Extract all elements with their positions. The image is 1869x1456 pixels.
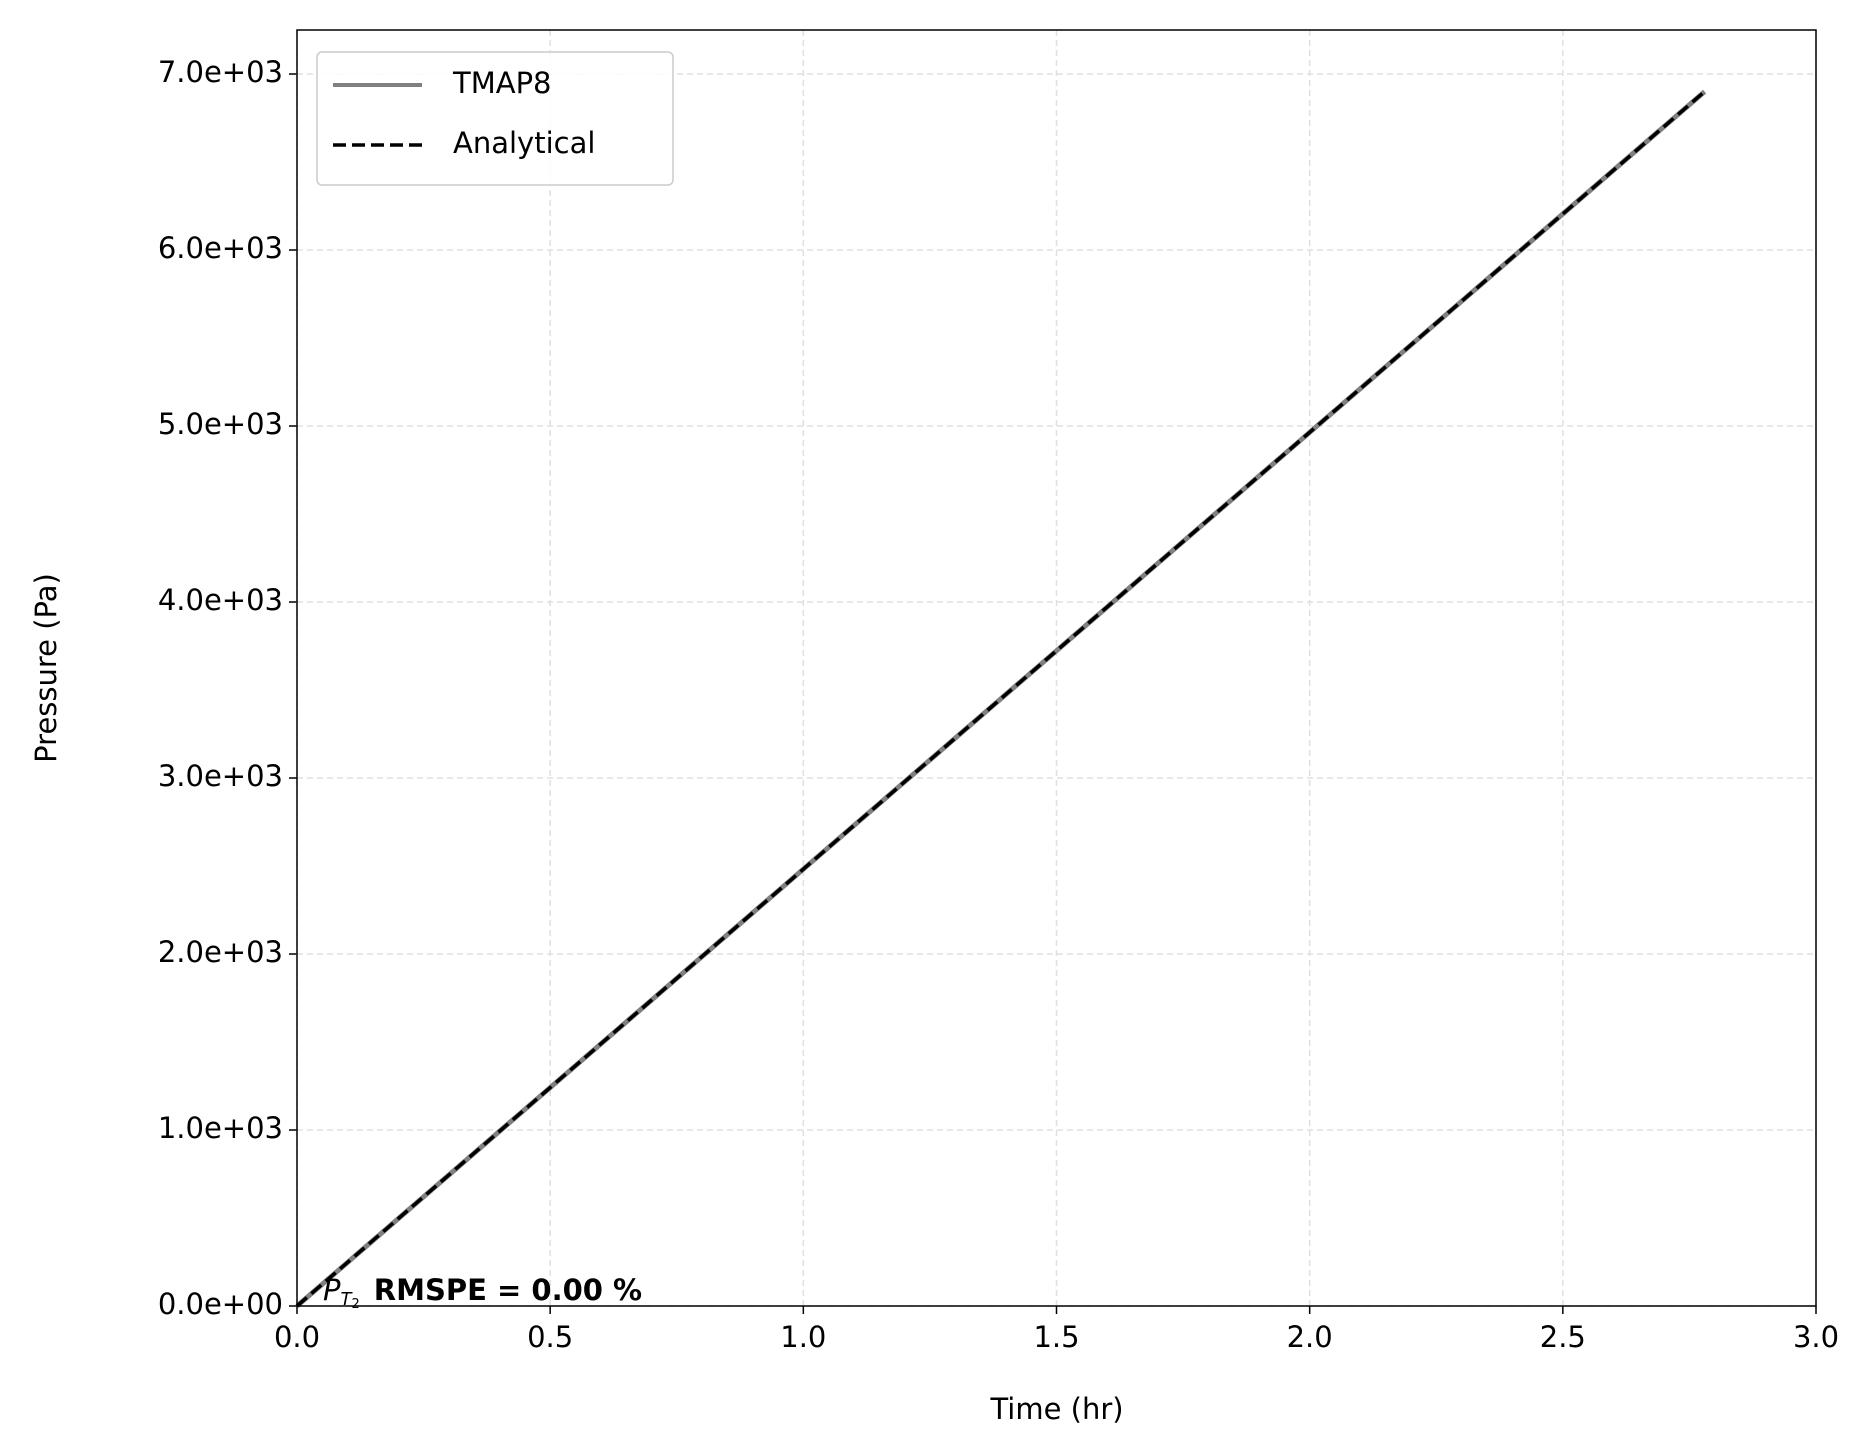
y-tick-label: 2.0e+03 — [158, 935, 283, 969]
legend-label: TMAP8 — [452, 66, 552, 100]
annotation-symbol: P — [323, 1273, 341, 1307]
plot-frame — [296, 29, 1817, 1307]
x-tick-label: 1.0 — [780, 1320, 826, 1354]
annotation-text: RMSPE = 0.00 % — [374, 1273, 642, 1307]
y-tick-label: 5.0e+03 — [158, 407, 283, 441]
x-tick-label: 2.0 — [1287, 1320, 1333, 1354]
y-tick-label: 0.0e+00 — [158, 1287, 283, 1321]
x-tick-label: 1.5 — [1033, 1320, 1079, 1354]
y-tick-label: 4.0e+03 — [158, 583, 283, 617]
series-line — [295, 90, 1706, 1308]
annotation: PT2 RMSPE = 0.00 % — [323, 1273, 642, 1312]
x-tick-label: 0.0 — [274, 1320, 320, 1354]
annotation-sub: T — [341, 1289, 354, 1310]
y-tick-label: 7.0e+03 — [158, 55, 283, 89]
x-tick-label: 0.5 — [527, 1320, 573, 1354]
legend-label: Analytical — [453, 126, 595, 160]
y-tick-label: 3.0e+03 — [158, 759, 283, 793]
x-tick-label: 2.5 — [1540, 1320, 1586, 1354]
x-tick-label: 3.0 — [1793, 1320, 1839, 1354]
y-tick-label: 6.0e+03 — [158, 231, 283, 265]
annotation-subsub: 2 — [352, 1297, 360, 1312]
x-axis-label: Time (hr) — [989, 1392, 1123, 1426]
y-tick-label: 1.0e+03 — [158, 1111, 283, 1145]
y-axis-label: Pressure (Pa) — [29, 573, 63, 763]
